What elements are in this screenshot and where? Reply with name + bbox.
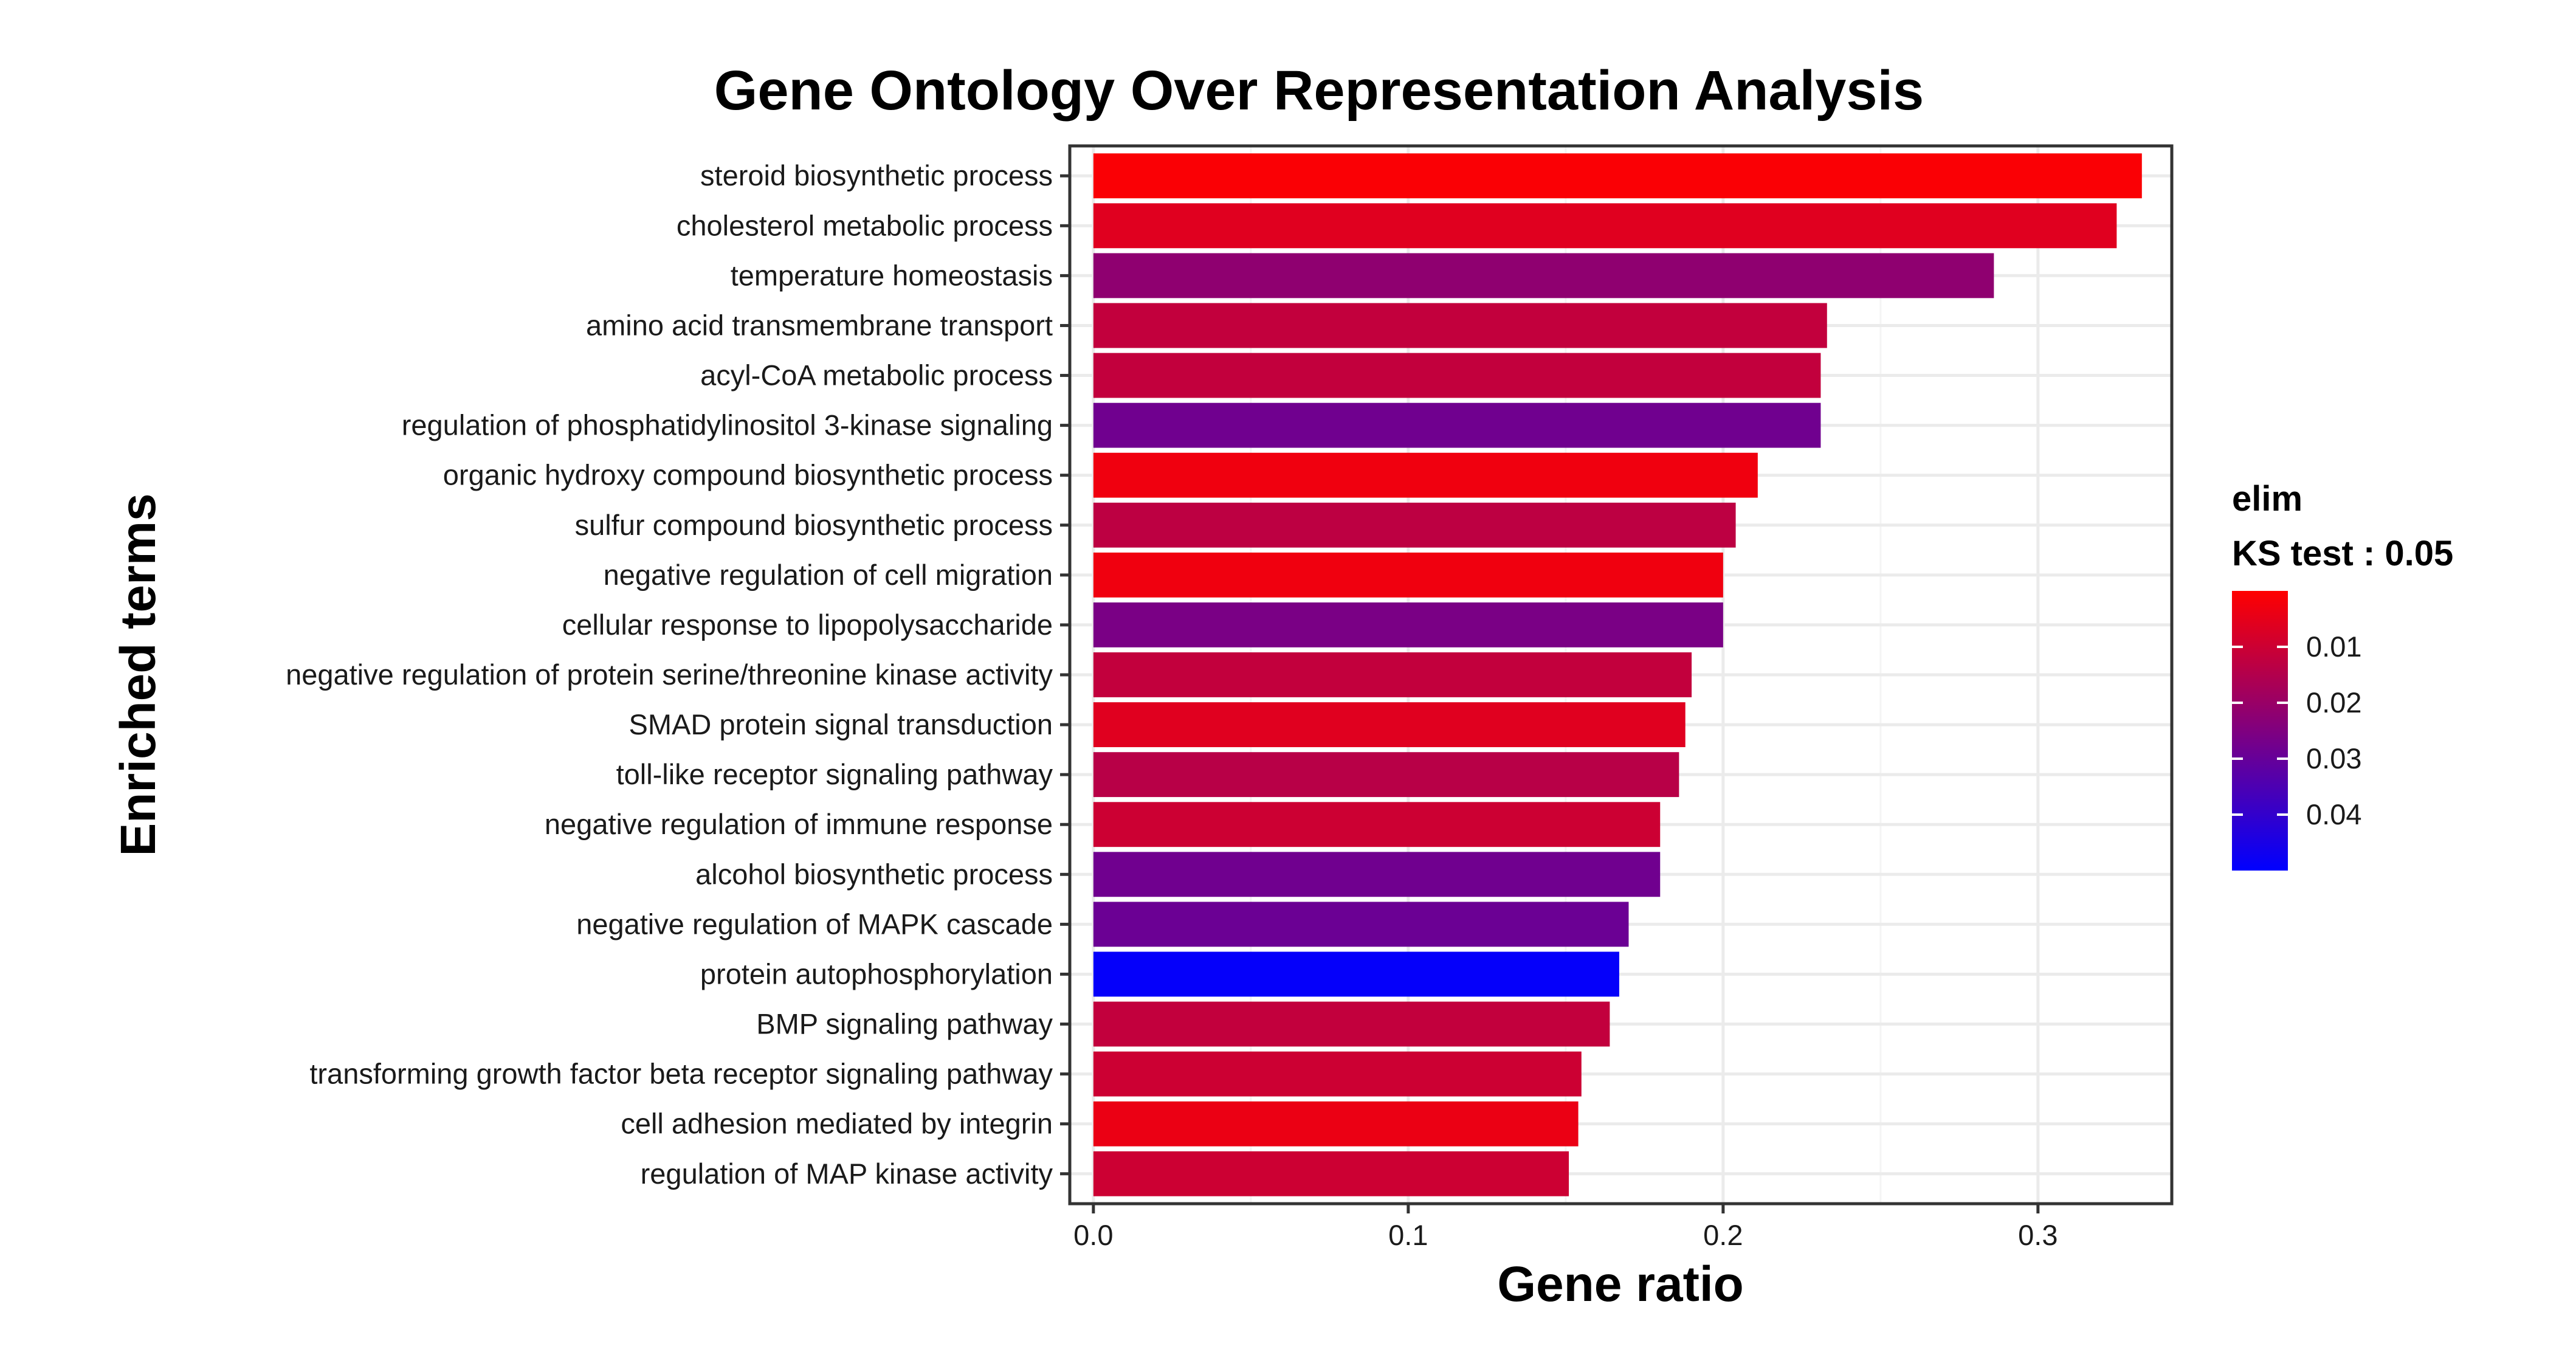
bars-layer [1093, 153, 2142, 1196]
y-tick-label: BMP signaling pathway [756, 1008, 1053, 1040]
y-tick-label: negative regulation of cell migration [604, 559, 1053, 591]
bar[interactable] [1093, 802, 1661, 847]
y-tick-label: toll-like receptor signaling pathway [616, 758, 1053, 790]
y-tick-label: negative regulation of MAPK cascade [576, 908, 1053, 940]
x-axis-title: Gene ratio [1497, 1257, 1744, 1312]
y-tick-label: negative regulation of protein serine/th… [286, 658, 1053, 691]
bar[interactable] [1093, 452, 1758, 498]
bar[interactable] [1093, 852, 1661, 897]
y-tick-label: temperature homeostasis [731, 259, 1053, 291]
bar[interactable] [1093, 303, 1827, 348]
legend-tick-label: 0.02 [2306, 686, 2361, 719]
bar[interactable] [1093, 702, 1686, 748]
chart-title: Gene Ontology Over Representation Analys… [714, 60, 1924, 122]
y-tick-label: steroid biosynthetic process [700, 159, 1053, 191]
legend-tick-label: 0.04 [2306, 798, 2361, 830]
bar[interactable] [1093, 1001, 1610, 1047]
legend-colorbar [2232, 591, 2288, 871]
y-tick-label: cell adhesion mediated by integrin [621, 1108, 1053, 1140]
x-tick-labels: 0.0 0.1 0.2 0.3 [1073, 1204, 2058, 1251]
bar[interactable] [1093, 1151, 1569, 1196]
bar[interactable] [1093, 552, 1723, 598]
legend-title-test: KS test : 0.05 [2232, 534, 2453, 573]
x-tick-label: 0.2 [1703, 1219, 1743, 1251]
legend-tick-label: 0.01 [2306, 630, 2361, 663]
bar[interactable] [1093, 652, 1692, 697]
y-tick-label: organic hydroxy compound biosynthetic pr… [443, 459, 1053, 491]
x-tick-label: 0.3 [2018, 1219, 2058, 1251]
y-tick-label: protein autophosphorylation [700, 957, 1053, 990]
bar[interactable] [1093, 203, 2117, 249]
x-tick-label: 0.0 [1073, 1219, 1113, 1251]
panel-border [1068, 144, 2174, 1206]
y-tick-label: regulation of MAP kinase activity [641, 1158, 1053, 1190]
bar[interactable] [1093, 502, 1736, 548]
y-tick-label: cellular response to lipopolysaccharide [562, 609, 1053, 641]
y-tick-label: acyl-CoA metabolic process [700, 359, 1053, 392]
legend-title-method: elim [2232, 479, 2302, 519]
y-tick-label: negative regulation of immune response [545, 808, 1053, 840]
bar[interactable] [1093, 253, 1994, 298]
y-tick-label: regulation of phosphatidylinositol 3-kin… [402, 409, 1053, 441]
y-tick-label: alcohol biosynthetic process [695, 858, 1053, 890]
bar[interactable] [1093, 602, 1723, 647]
y-tick-labels: steroid biosynthetic process cholesterol … [286, 159, 1070, 1190]
y-tick-label: SMAD protein signal transduction [629, 708, 1053, 740]
bar[interactable] [1093, 353, 1821, 398]
bar[interactable] [1093, 902, 1629, 947]
x-tick-label: 0.1 [1388, 1219, 1428, 1251]
bar[interactable] [1093, 951, 1619, 997]
y-axis-title: Enriched terms [111, 494, 166, 857]
bar[interactable] [1093, 402, 1821, 448]
legend-ticks: 0.01 0.02 0.03 0.04 [2232, 630, 2361, 830]
bar[interactable] [1093, 752, 1679, 798]
bar[interactable] [1093, 1101, 1579, 1147]
color-legend: elim KS test : 0.05 0.01 0.02 0.03 0.04 [2232, 479, 2453, 871]
y-tick-label: cholesterol metabolic process [677, 209, 1053, 241]
legend-tick-label: 0.03 [2306, 742, 2361, 775]
bar[interactable] [1093, 153, 2142, 199]
y-tick-label: sulfur compound biosynthetic process [575, 509, 1053, 541]
y-tick-label: transforming growth factor beta receptor… [309, 1058, 1053, 1090]
bar[interactable] [1093, 1051, 1582, 1097]
y-tick-label: amino acid transmembrane transport [586, 309, 1053, 341]
